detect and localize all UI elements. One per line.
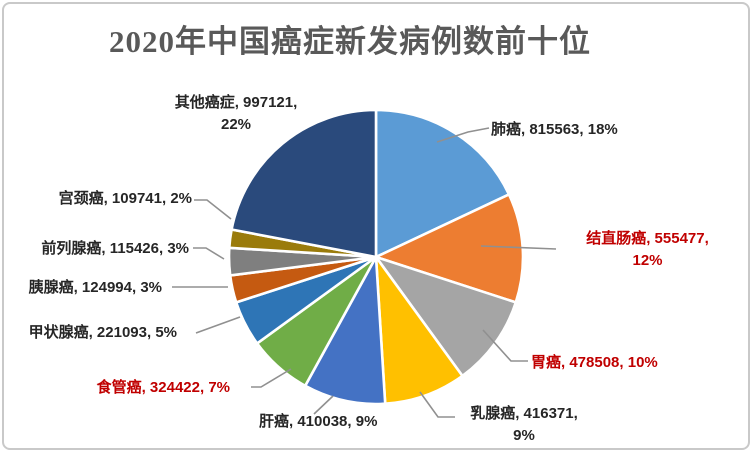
data-label-line1: 结直肠癌, 555477,	[586, 230, 709, 247]
chart-title: 2020年中国癌症新发病例数前十位	[109, 24, 591, 59]
data-label-cervical-cancer: 宫颈癌, 109741, 2%	[58, 190, 192, 207]
data-label-pancreatic-cancer: 胰腺癌, 124994, 3%	[28, 279, 162, 296]
leader-line-esophageal-cancer	[251, 368, 292, 388]
data-label-lung-cancer: 肺癌, 815563, 18%	[491, 121, 618, 138]
data-label-esophageal-cancer: 食管癌, 324422, 7%	[96, 379, 230, 396]
data-label-colorectal-cancer: 结直肠癌, 555477, 12%	[570, 228, 725, 272]
data-label-line1: 其他癌症, 997121,	[174, 94, 298, 111]
data-label-line2: 9%	[513, 427, 535, 444]
data-label-thyroid-cancer: 甲状腺癌, 221093, 5%	[28, 324, 177, 341]
pie-slice-breast-cancer	[374, 255, 464, 405]
leader-line-breast-cancer	[419, 391, 455, 418]
leader-line-thyroid-cancer	[195, 316, 241, 334]
pie-slice-lung-cancer	[374, 108, 511, 259]
data-label-other-cancers: 其他癌症, 997121, 22%	[156, 92, 316, 136]
pie-slice-liver-cancer	[303, 255, 387, 406]
leader-line-prostate-cancer	[193, 247, 225, 260]
leader-line-lung-cancer	[436, 127, 490, 143]
data-label-liver-cancer: 肝癌, 410038, 9%	[259, 413, 378, 430]
leader-line-stomach-cancer	[482, 329, 528, 362]
leader-line-colorectal-cancer	[480, 245, 557, 250]
data-label-line1: 乳腺癌, 416371,	[470, 405, 578, 422]
data-label-line2: 22%	[220, 116, 252, 133]
data-label-stomach-cancer: 胃癌, 478508, 10%	[531, 354, 658, 371]
data-label-breast-cancer: 乳腺癌, 416371, 9%	[450, 403, 598, 447]
data-label-prostate-cancer: 前列腺癌, 115426, 3%	[41, 240, 189, 257]
leader-line-cervical-cancer	[194, 199, 232, 220]
pie-slice-other-cancers	[230, 108, 378, 259]
leader-line-liver-cancer	[313, 395, 334, 415]
data-label-line2: 12%	[632, 252, 663, 269]
